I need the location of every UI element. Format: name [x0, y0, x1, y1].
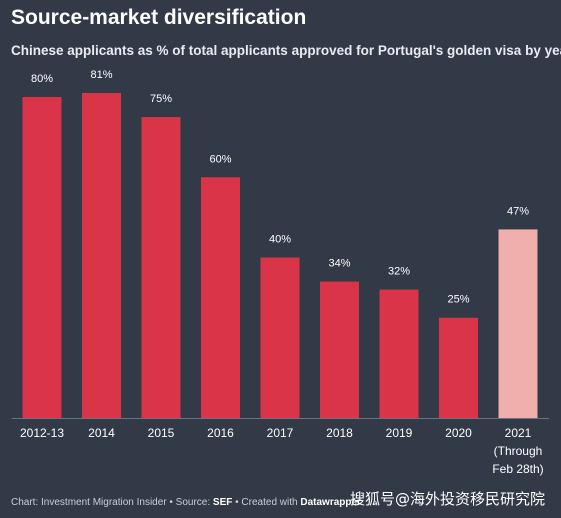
bars-group	[22, 93, 538, 419]
x-tick-labels-group: 2012-13 2014 2015 2016 2017 2018 2019 2020 2021 (…	[20, 426, 544, 476]
bar	[141, 117, 181, 419]
value-label: 80%	[31, 73, 53, 85]
bar	[82, 93, 121, 418]
footer-tool: Datawrapper	[300, 497, 361, 508]
chart-footer: Chart: Investment Migration Insider • So…	[11, 497, 361, 508]
bar	[498, 229, 538, 418]
value-label: 60%	[209, 153, 231, 165]
footer-middle: • Created with	[232, 497, 301, 508]
x-tick-label: 2017	[267, 426, 294, 440]
chart-subtitle: Chinese applicants as % of total applica…	[11, 43, 561, 58]
value-label: 47%	[507, 205, 529, 217]
x-tick-label: 2019	[386, 426, 413, 440]
footer-prefix: Chart: Investment Migration Insider • So…	[11, 497, 213, 508]
x-tick-label: 2014	[88, 426, 115, 440]
value-label: 34%	[328, 258, 350, 270]
footer-source: SEF	[212, 497, 233, 508]
x-tick-label: Feb 28th)	[492, 462, 543, 476]
value-label: 81%	[90, 69, 112, 81]
x-tick-label: 2021	[505, 426, 532, 440]
bar	[201, 177, 240, 418]
x-tick-label: 2018	[326, 426, 353, 440]
x-tick-label: 2020	[445, 426, 472, 440]
value-labels-group: 80% 81% 75% 60% 40% 34% 32% 25% 47%	[31, 69, 529, 306]
x-tick-label: (Through	[494, 444, 543, 458]
bar	[379, 289, 419, 418]
chart-title: Source-market diversification	[11, 6, 307, 29]
bar	[320, 281, 359, 418]
value-label: 25%	[447, 294, 469, 306]
x-tick-label: 2012-13	[20, 426, 64, 440]
x-tick-label: 2015	[148, 426, 175, 440]
x-tick-label: 2016	[207, 426, 234, 440]
bar	[22, 97, 62, 419]
value-label: 32%	[388, 266, 410, 278]
bar	[439, 317, 478, 418]
watermark: 搜狐号@海外投资移民研究院	[350, 490, 546, 508]
value-label: 75%	[150, 93, 172, 105]
value-label: 40%	[269, 234, 291, 246]
bar	[260, 257, 300, 418]
